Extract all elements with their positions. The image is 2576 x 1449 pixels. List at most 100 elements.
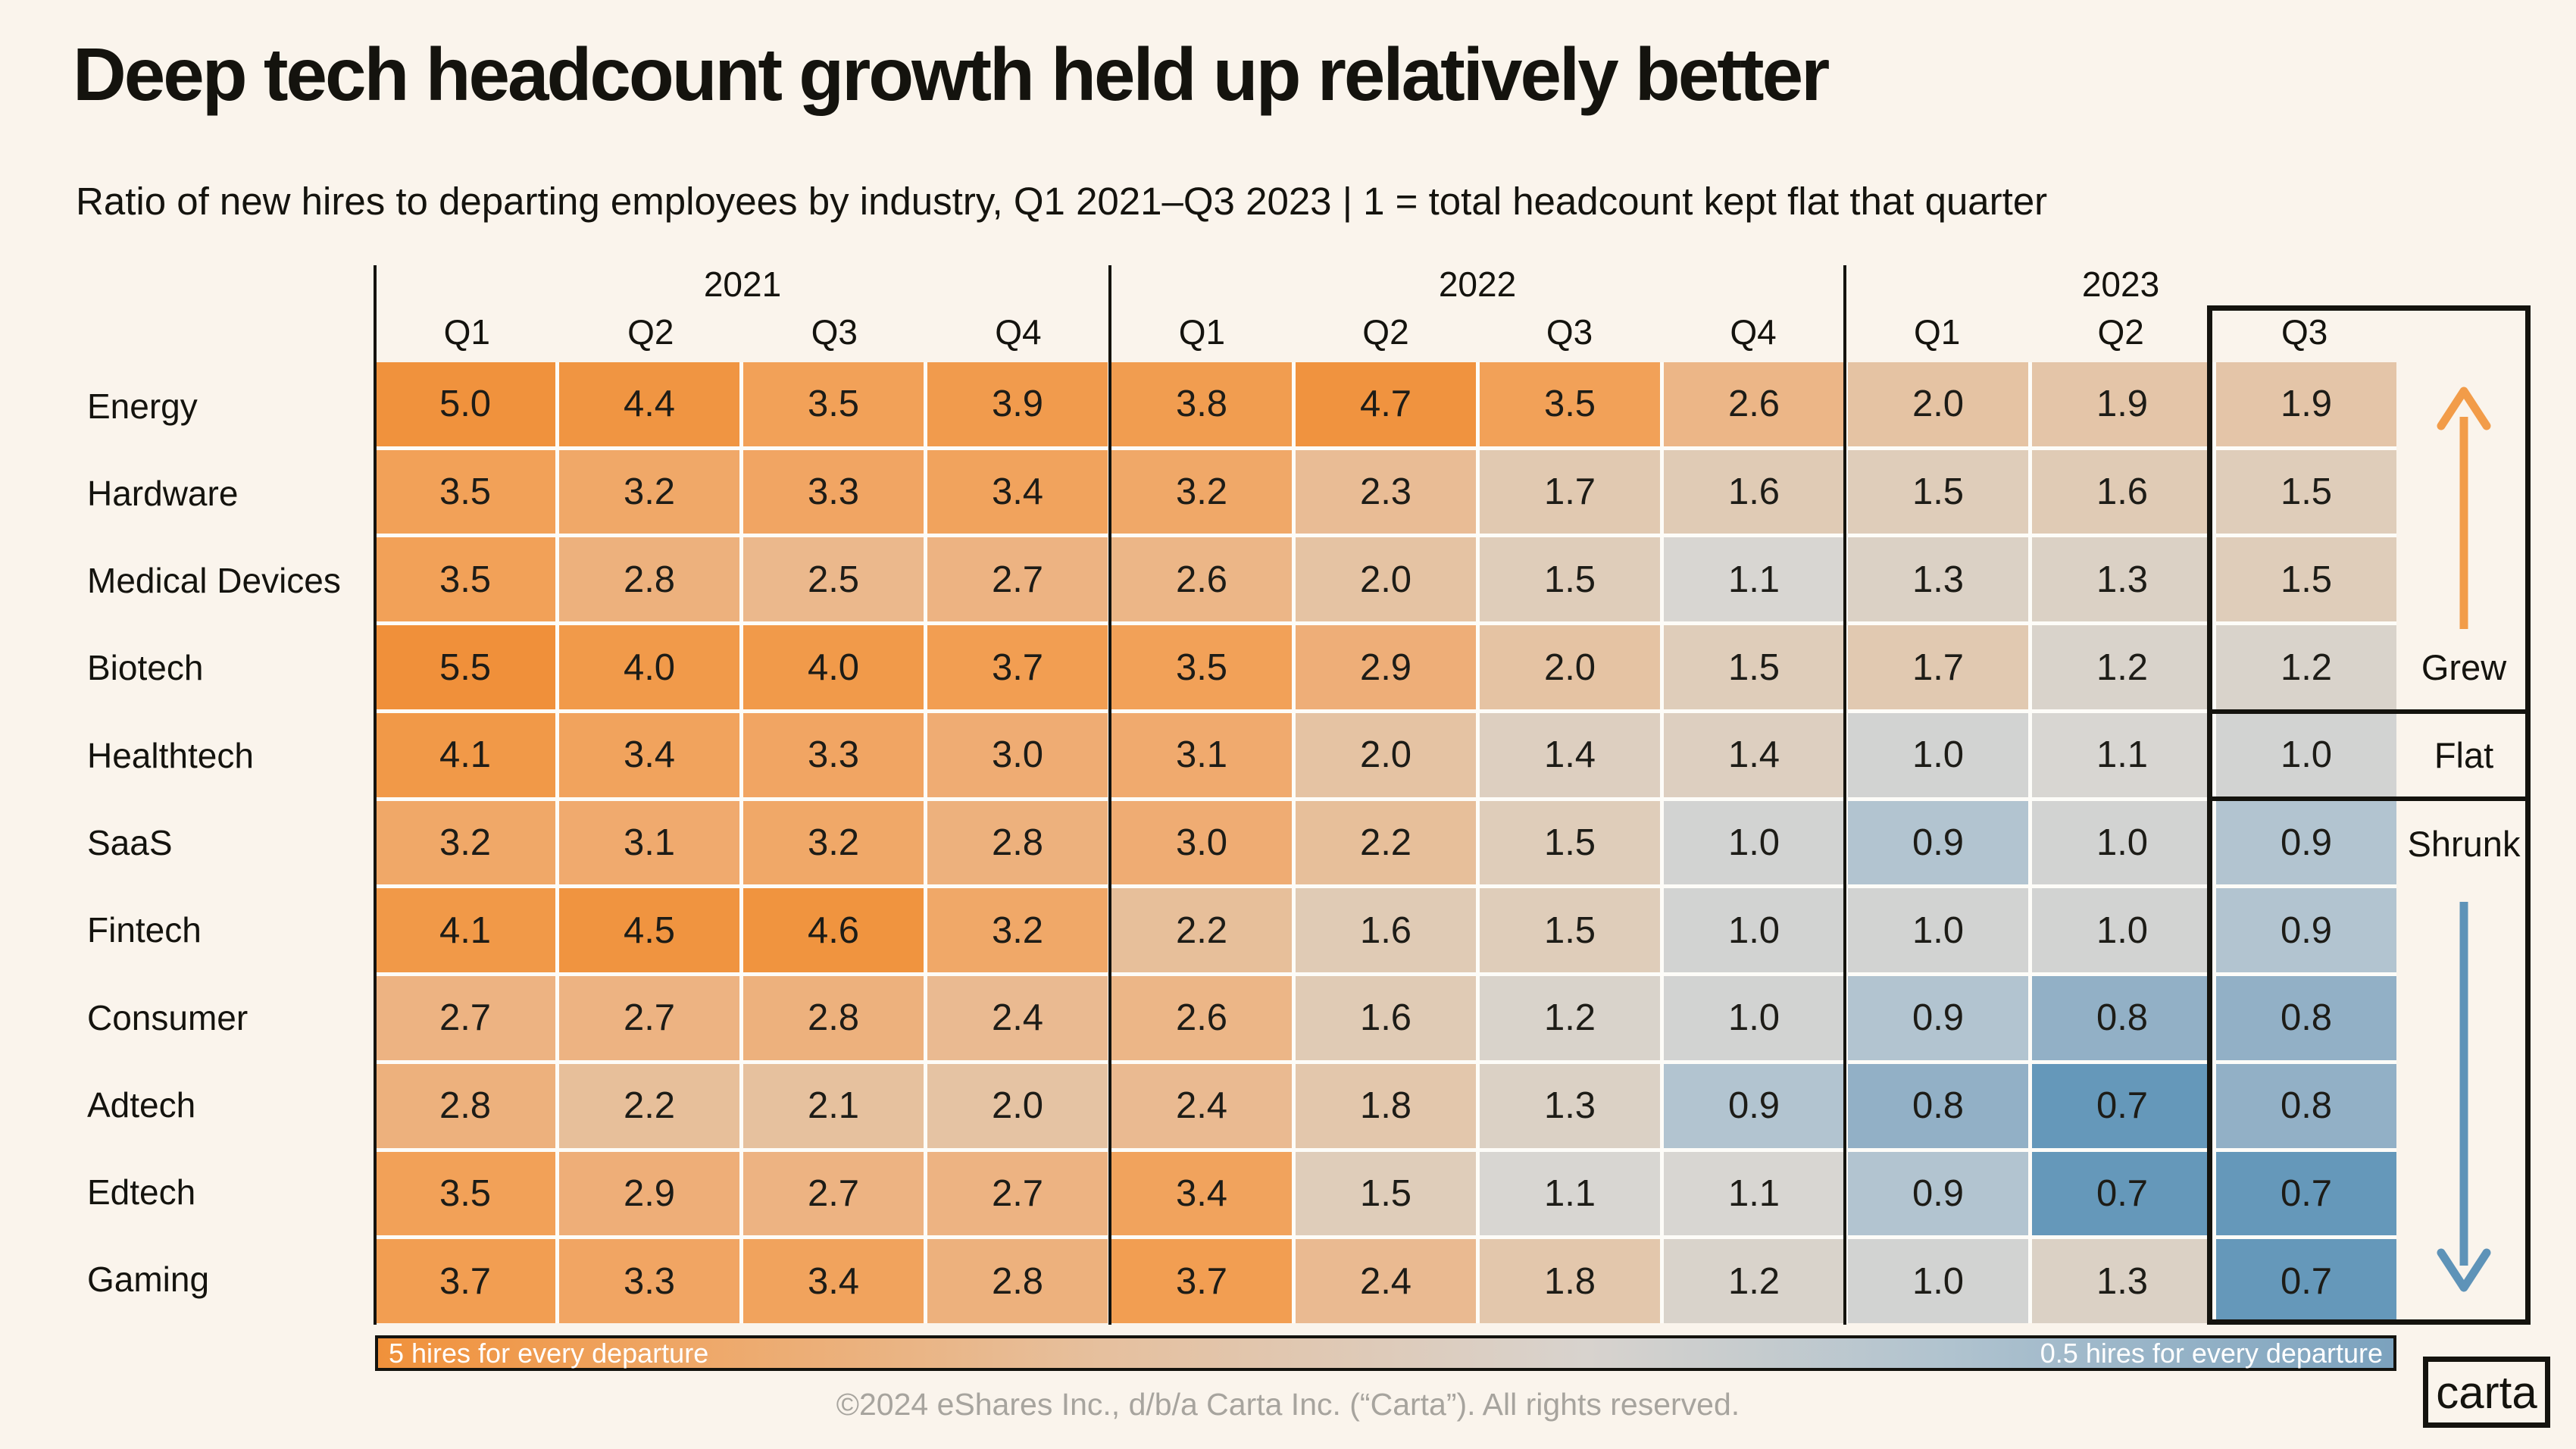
heatmap-cell-medical-devices-2022-Q2: 2.0 [1296, 537, 1476, 622]
heatmap-cell-gaming-2021-Q3: 3.4 [743, 1239, 924, 1323]
heatmap-cell-medical-devices-2023-Q1: 1.3 [1848, 537, 2028, 622]
shrunk-down-arrow-icon [2437, 902, 2491, 1292]
heatmap-cell-energy-2023-Q3: 1.9 [2216, 362, 2396, 446]
heatmap-cell-saas-2021-Q3: 3.2 [743, 800, 924, 885]
heatmap-cell-consumer-2023-Q1: 0.9 [1848, 976, 2028, 1060]
quarter-label-2023-q1: Q1 [1913, 312, 1961, 352]
heatmap-cell-healthtech-2021-Q2: 3.4 [559, 712, 739, 797]
heatmap-cell-hardware-2022-Q3: 1.7 [1480, 449, 1660, 534]
heatmap-cell-saas-2022-Q4: 1.0 [1664, 800, 1844, 885]
heatmap-cell-medical-devices-2022-Q3: 1.5 [1480, 537, 1660, 622]
annotation-flat: Flat [2434, 735, 2494, 775]
heatmap-cell-energy-2022-Q3: 3.5 [1480, 362, 1660, 446]
heatmap-cell-biotech-2022-Q3: 2.0 [1480, 625, 1660, 709]
row-label-medical-devices: Medical Devices [87, 561, 341, 601]
row-label-hardware: Hardware [87, 473, 239, 513]
heatmap-cell-fintech-2021-Q2: 4.5 [559, 888, 739, 973]
heatmap-cell-edtech-2021-Q2: 2.9 [559, 1151, 739, 1236]
copyright-text: ©2024 eShares Inc., d/b/a Carta Inc. (“C… [836, 1387, 1740, 1422]
heatmap-cell-gaming-2021-Q2: 3.3 [559, 1239, 739, 1323]
heatmap-cell-gaming-2022-Q4: 1.2 [1664, 1239, 1844, 1323]
heatmap-cell-adtech-2021-Q1: 2.8 [375, 1063, 555, 1148]
heatmap-cell-adtech-2023-Q3: 0.8 [2216, 1063, 2396, 1148]
heatmap-cell-adtech-2022-Q1: 2.4 [1111, 1063, 1292, 1148]
heatmap-cell-biotech-2023-Q2: 1.2 [2032, 625, 2212, 709]
quarter-label-2021-q1: Q1 [443, 312, 490, 352]
row-label-energy: Energy [87, 386, 198, 426]
heatmap-cell-hardware-2021-Q4: 3.4 [927, 449, 1108, 534]
heatmap-cell-edtech-2023-Q1: 0.9 [1848, 1151, 2028, 1236]
heatmap-cell-energy-2022-Q4: 2.6 [1664, 362, 1844, 446]
heatmap-cell-consumer-2022-Q3: 1.2 [1480, 976, 1660, 1060]
heatmap-cell-energy-2023-Q1: 2.0 [1848, 362, 2028, 446]
grew-flat-divider-line [2207, 709, 2531, 714]
heatmap-cell-fintech-2023-Q1: 1.0 [1848, 888, 2028, 973]
legend-left-label: 5 hires for every departure [389, 1337, 709, 1369]
heatmap-cell-medical-devices-2021-Q1: 3.5 [375, 537, 555, 622]
heatmap-cell-gaming-2022-Q3: 1.8 [1480, 1239, 1660, 1323]
heatmap-cell-healthtech-2023-Q1: 1.0 [1848, 712, 2028, 797]
page-title: Deep tech headcount growth held up relat… [73, 33, 1830, 116]
heatmap-cell-gaming-2023-Q1: 1.0 [1848, 1239, 2028, 1323]
heatmap-cell-adtech-2022-Q3: 1.3 [1480, 1063, 1660, 1148]
carta-logo: carta [2423, 1357, 2550, 1428]
heatmap-cell-energy-2022-Q2: 4.7 [1296, 362, 1476, 446]
heatmap-cell-medical-devices-2022-Q4: 1.1 [1664, 537, 1844, 622]
year-label-2023: 2023 [2081, 264, 2160, 304]
heatmap-cell-medical-devices-2022-Q1: 2.6 [1111, 537, 1292, 622]
heatmap-cell-fintech-2022-Q1: 2.2 [1111, 888, 1292, 973]
heatmap-cell-healthtech-2022-Q2: 2.0 [1296, 712, 1476, 797]
heatmap-cell-adtech-2022-Q4: 0.9 [1664, 1063, 1844, 1148]
grew-up-arrow-icon [2437, 387, 2491, 629]
heatmap-cell-fintech-2021-Q4: 3.2 [927, 888, 1108, 973]
row-label-saas: SaaS [87, 822, 173, 862]
heatmap-cell-hardware-2023-Q1: 1.5 [1848, 449, 2028, 534]
heatmap-cell-consumer-2021-Q2: 2.7 [559, 976, 739, 1060]
row-label-edtech: Edtech [87, 1172, 196, 1213]
heatmap-cell-consumer-2023-Q3: 0.8 [2216, 976, 2396, 1060]
heatmap-cell-fintech-2022-Q2: 1.6 [1296, 888, 1476, 973]
heatmap-cell-biotech-2022-Q1: 3.5 [1111, 625, 1292, 709]
heatmap-cell-biotech-2021-Q4: 3.7 [927, 625, 1108, 709]
heatmap-cell-energy-2021-Q1: 5.0 [375, 362, 555, 446]
heatmap-cell-gaming-2021-Q1: 3.7 [375, 1239, 555, 1323]
heatmap-cell-gaming-2023-Q3: 0.7 [2216, 1239, 2396, 1323]
heatmap-cell-adtech-2021-Q3: 2.1 [743, 1063, 924, 1148]
heatmap-cell-consumer-2022-Q1: 2.6 [1111, 976, 1292, 1060]
heatmap-cell-hardware-2022-Q1: 3.2 [1111, 449, 1292, 534]
heatmap-cell-gaming-2022-Q1: 3.7 [1111, 1239, 1292, 1323]
annotation-grew: Grew [2421, 647, 2507, 687]
heatmap-cell-medical-devices-2023-Q3: 1.5 [2216, 537, 2396, 622]
annotation-shrunk: Shrunk [2407, 824, 2521, 864]
heatmap-cell-edtech-2023-Q2: 0.7 [2032, 1151, 2212, 1236]
heatmap-cell-fintech-2022-Q3: 1.5 [1480, 888, 1660, 973]
industry-row-labels: Energy Hardware Medical Devices Biotech Heal… [87, 362, 369, 1323]
heatmap-cell-gaming-2022-Q2: 2.4 [1296, 1239, 1476, 1323]
heatmap-cell-consumer-2021-Q3: 2.8 [743, 976, 924, 1060]
heatmap-cell-fintech-2023-Q2: 1.0 [2032, 888, 2212, 973]
row-label-adtech: Adtech [87, 1084, 196, 1125]
heatmap-cell-saas-2021-Q4: 2.8 [927, 800, 1108, 885]
heatmap-cell-medical-devices-2021-Q4: 2.7 [927, 537, 1108, 622]
row-label-consumer: Consumer [87, 997, 249, 1037]
heatmap-cell-biotech-2023-Q3: 1.2 [2216, 625, 2396, 709]
heatmap-cell-energy-2023-Q2: 1.9 [2032, 362, 2212, 446]
heatmap-cell-saas-2022-Q1: 3.0 [1111, 800, 1292, 885]
year-divider-2022-2023 [1843, 265, 1846, 1325]
heatmap-cell-hardware-2023-Q2: 1.6 [2032, 449, 2212, 534]
heatmap-cell-adtech-2023-Q2: 0.7 [2032, 1063, 2212, 1148]
heatmap-cell-hardware-2023-Q3: 1.5 [2216, 449, 2396, 534]
heatmap-cell-hardware-2021-Q3: 3.3 [743, 449, 924, 534]
heatmap-cell-saas-2022-Q3: 1.5 [1480, 800, 1660, 885]
heatmap-cell-biotech-2022-Q2: 2.9 [1296, 625, 1476, 709]
year-label-2022: 2022 [1438, 264, 1517, 304]
heatmap-cell-saas-2023-Q2: 1.0 [2032, 800, 2212, 885]
quarter-label-2023-q3: Q3 [2281, 312, 2328, 352]
row-label-biotech: Biotech [87, 648, 204, 688]
heatmap-cell-consumer-2022-Q4: 1.0 [1664, 976, 1844, 1060]
quarter-label-2021-q3: Q3 [811, 312, 858, 352]
heatmap-cell-medical-devices-2021-Q3: 2.5 [743, 537, 924, 622]
heatmap-cell-healthtech-2022-Q3: 1.4 [1480, 712, 1660, 797]
heatmap-cell-saas-2021-Q2: 3.1 [559, 800, 739, 885]
heatmap-cell-hardware-2022-Q4: 1.6 [1664, 449, 1844, 534]
